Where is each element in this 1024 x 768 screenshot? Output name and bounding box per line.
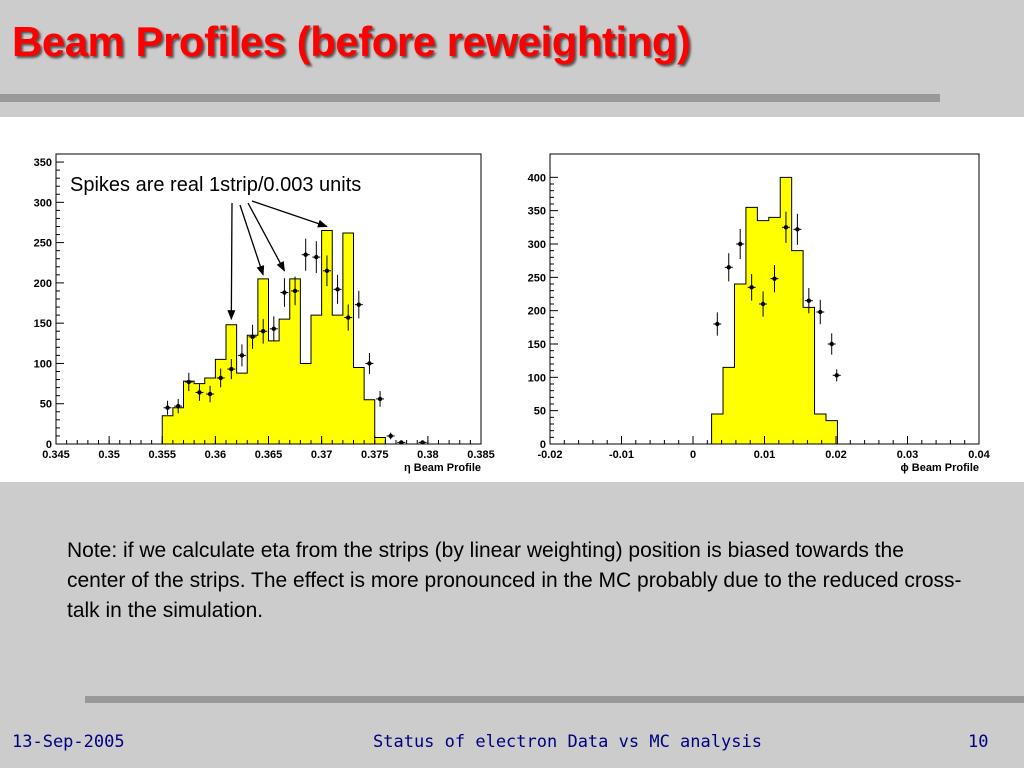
eta-data-point — [260, 329, 266, 334]
eta-x-tick-label: 0.35 — [98, 449, 119, 461]
eta-data-point — [207, 391, 213, 397]
eta-data-point — [282, 290, 287, 295]
phi-y-tick-label: 0 — [540, 439, 546, 451]
phi-data-point — [783, 225, 789, 230]
eta-data-point — [345, 315, 351, 320]
phi-y-tick-label: 250 — [528, 272, 546, 284]
phi-data-point — [772, 276, 777, 281]
phi-data-point — [829, 341, 834, 347]
eta-y-tick-label: 50 — [40, 399, 52, 411]
eta-histogram — [161, 230, 428, 445]
phi-x-tick-label: 0.04 — [968, 449, 990, 461]
eta-data-point — [324, 268, 330, 274]
eta-data-point — [186, 379, 192, 385]
phi-y-tick-label: 350 — [528, 206, 546, 218]
eta-data-point — [314, 254, 319, 260]
eta-data-point — [239, 353, 245, 358]
phi-y-tick-label: 50 — [534, 406, 546, 418]
phi-x-tick-label: 0 — [690, 449, 696, 461]
eta-data-point — [292, 288, 298, 294]
eta-y-tick-label: 0 — [46, 439, 52, 451]
eta-x-tick-label: 0.38 — [417, 449, 438, 461]
spike-arrow — [239, 204, 265, 276]
phi-x-tick-label: -0.01 — [609, 449, 634, 461]
eta-y-tick-label: 100 — [34, 358, 52, 370]
phi-y-tick-label: 400 — [528, 172, 546, 184]
eta-data-point — [218, 375, 223, 381]
eta-y-tick-label: 300 — [34, 197, 52, 209]
phi-x-axis-label: ϕ Beam Profile — [900, 462, 979, 474]
phi-beam-profile-chart: -0.02 -0.01 0 0.01 0.02 0.03 0.04 0 50 100 150 200 2… — [528, 153, 991, 474]
phi-x-tick-label: 0.03 — [897, 449, 918, 461]
eta-data-point — [420, 440, 425, 445]
eta-y-tick-label: 250 — [34, 238, 52, 250]
eta-x-axis-label: η Beam Profile — [404, 462, 481, 474]
eta-data-point — [175, 403, 181, 409]
phi-y-tick-label: 300 — [528, 239, 546, 251]
eta-x-tick-label: 0.365 — [255, 449, 283, 461]
eta-data-point — [165, 405, 170, 410]
plots-svg: 0.345 0.35 0.355 0.36 0.365 0.37 0.375 0.38 0.38… — [34, 153, 991, 474]
eta-data-point — [250, 334, 255, 340]
spike-arrow — [251, 200, 328, 228]
phi-data-point — [834, 373, 839, 378]
phi-x-tick-label: 0.02 — [825, 449, 846, 461]
eta-x-tick-label: 0.385 — [467, 449, 495, 461]
note-text: Note: if we calculate eta from the strip… — [67, 539, 962, 622]
phi-y-tick-label: 200 — [528, 306, 546, 318]
eta-data-point — [303, 252, 308, 257]
phi-data-point — [806, 298, 812, 303]
eta-data-point — [356, 302, 362, 307]
footer-page-number: 10 — [968, 732, 989, 752]
phi-data-point — [749, 285, 754, 290]
phi-y-tick-label: 150 — [528, 339, 546, 351]
phi-data-point — [737, 241, 743, 247]
eta-x-tick-label: 0.36 — [205, 449, 226, 461]
phi-x-tick-label: 0.01 — [754, 449, 775, 461]
slide-title: Beam Profiles (before reweighting) — [12, 18, 691, 65]
eta-data-point — [367, 361, 372, 366]
eta-x-tick-label: 0.355 — [148, 449, 176, 461]
eta-data-point — [377, 396, 383, 402]
eta-x-tick-label: 0.345 — [42, 449, 70, 461]
eta-x-tick-label: 0.375 — [361, 449, 389, 461]
phi-data-point — [715, 321, 720, 327]
spikes-annotation: Spikes are real 1strip/0.003 units — [70, 174, 361, 196]
phi-data-point — [818, 309, 823, 315]
eta-y-tick-label: 150 — [34, 318, 52, 330]
phi-histogram — [711, 176, 838, 445]
phi-x-tick-label: -0.02 — [537, 449, 562, 461]
title-divider — [0, 94, 940, 102]
eta-data-point — [197, 390, 202, 395]
phi-data-point — [760, 301, 766, 307]
phi-y-tick-label: 100 — [528, 372, 546, 384]
eta-y-tick-label: 350 — [34, 157, 52, 169]
phi-data-point — [795, 227, 800, 232]
eta-data-point — [271, 326, 277, 332]
spike-arrow — [227, 202, 236, 321]
eta-x-tick-label: 0.37 — [311, 449, 332, 461]
eta-y-tick-label: 200 — [34, 278, 52, 290]
phi-data-point — [726, 265, 731, 270]
footer-date: 13-Sep-2005 — [12, 732, 125, 752]
eta-data-point — [229, 366, 234, 372]
eta-data-point — [335, 287, 340, 292]
footer-title: Status of electron Data vs MC analysis — [373, 732, 762, 752]
eta-data-point — [399, 440, 404, 445]
eta-beam-profile-chart: 0.345 0.35 0.355 0.36 0.365 0.37 0.375 0.38 0.38… — [34, 153, 495, 474]
footer-divider — [85, 696, 1024, 703]
spike-arrow — [247, 202, 286, 272]
eta-data-point — [388, 433, 393, 439]
